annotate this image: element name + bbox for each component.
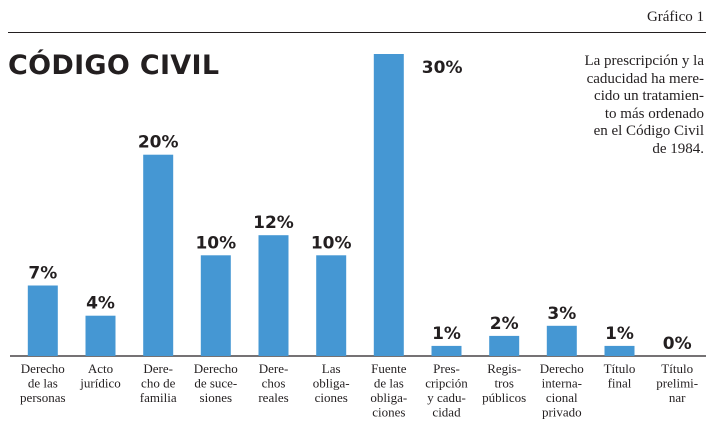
bar xyxy=(546,325,577,356)
value-label: 10% xyxy=(195,233,236,253)
value-label: 4% xyxy=(86,294,115,314)
bar xyxy=(489,335,520,356)
category-label-line: cho de xyxy=(141,376,176,391)
category-label-line: nar xyxy=(669,390,686,405)
category-label-line: y cadu- xyxy=(427,390,466,405)
category-label-line: de las xyxy=(374,376,404,391)
category-label: Título final xyxy=(604,361,636,391)
category-label-line: Las xyxy=(322,361,341,376)
category-label-line: siones xyxy=(200,390,233,405)
category-label-line: Derecho xyxy=(194,361,238,376)
bar xyxy=(258,235,289,356)
category-label-line: interna- xyxy=(542,376,582,391)
category-label-line: ciones xyxy=(372,405,405,420)
category-label: Fuente de las obliga-ciones xyxy=(370,361,407,420)
value-label: 20% xyxy=(138,133,179,153)
category-label-line: ciones xyxy=(315,390,348,405)
category-label-line: de suce- xyxy=(194,376,237,391)
category-label-line: reales xyxy=(258,390,288,405)
chart-note: La prescripción y la caducidad ha mere- … xyxy=(554,53,704,158)
category-label-line: Dere- xyxy=(143,361,173,376)
category-label: Derecho interna-cional privado xyxy=(540,361,584,420)
category-label-line: personas xyxy=(20,390,66,405)
category-label-line: Regis- xyxy=(487,361,521,376)
value-label: 30% xyxy=(422,58,463,78)
note-line: cido un tratamien- xyxy=(594,88,704,104)
category-label: Las obliga-ciones xyxy=(313,361,350,405)
chart-title: CÓDIGO CIVIL xyxy=(8,50,220,81)
value-label: 3% xyxy=(547,304,576,324)
category-label-line: obliga- xyxy=(370,390,407,405)
bar xyxy=(604,345,635,356)
bar xyxy=(200,255,231,356)
category-label-line: obliga- xyxy=(313,376,350,391)
category-label: Derecho de suce-siones xyxy=(194,361,238,405)
note-line: en el Código Civil xyxy=(593,123,704,139)
category-label-line: Acto xyxy=(88,361,113,376)
value-label: 2% xyxy=(490,314,519,334)
category-label-line: tros xyxy=(494,376,514,391)
category-label-line: jurídico xyxy=(79,376,120,391)
category-label: Regis-tros públicos xyxy=(482,361,526,405)
header-rule xyxy=(8,32,706,33)
value-label: 10% xyxy=(311,233,352,253)
category-label-line: privado xyxy=(542,405,582,420)
category-label-line: Pres- xyxy=(433,361,460,376)
bar xyxy=(143,154,174,356)
category-label-line: prelimi- xyxy=(656,376,698,391)
bar xyxy=(316,255,347,356)
category-label-line: final xyxy=(608,376,632,391)
category-label-line: familia xyxy=(140,390,177,405)
category-label: Derecho de las personas xyxy=(20,361,66,405)
figure-label: Gráfico 1 xyxy=(646,9,704,25)
category-label-line: Derecho xyxy=(540,361,584,376)
category-label: Dere-cho de familia xyxy=(140,361,177,405)
category-label-line: Título xyxy=(604,361,636,376)
category-label: Acto jurídico xyxy=(79,361,120,391)
category-label-line: de las xyxy=(28,376,58,391)
note-line: caducidad ha mere- xyxy=(586,70,704,87)
category-label-line: públicos xyxy=(482,390,526,405)
category-label-line: cripción xyxy=(425,376,468,391)
category-label-line: Dere- xyxy=(259,361,289,376)
category-label-line: Fuente xyxy=(371,361,407,376)
note-line: to más ordenado xyxy=(604,105,704,122)
value-label: 1% xyxy=(605,324,634,344)
category-label: Título prelimi-nar xyxy=(656,361,698,405)
category-label-line: cional xyxy=(546,390,578,405)
value-label: 12% xyxy=(253,213,294,233)
category-label-line: Título xyxy=(661,361,693,376)
bar xyxy=(27,285,58,356)
category-label: Pres-cripción y cadu-cidad xyxy=(425,361,468,420)
value-label: 7% xyxy=(28,264,57,284)
category-label-line: cidad xyxy=(432,405,461,420)
bar xyxy=(85,315,116,356)
category-label-line: Derecho xyxy=(21,361,65,376)
value-label: 0% xyxy=(663,334,692,354)
bar xyxy=(373,54,404,356)
bar xyxy=(431,345,462,356)
value-label: 1% xyxy=(432,324,461,344)
note-line: de 1984. xyxy=(652,140,704,157)
category-label-line: chos xyxy=(262,376,286,391)
category-label: Dere-chos reales xyxy=(258,361,288,405)
note-line: La prescripción y la xyxy=(584,53,704,69)
